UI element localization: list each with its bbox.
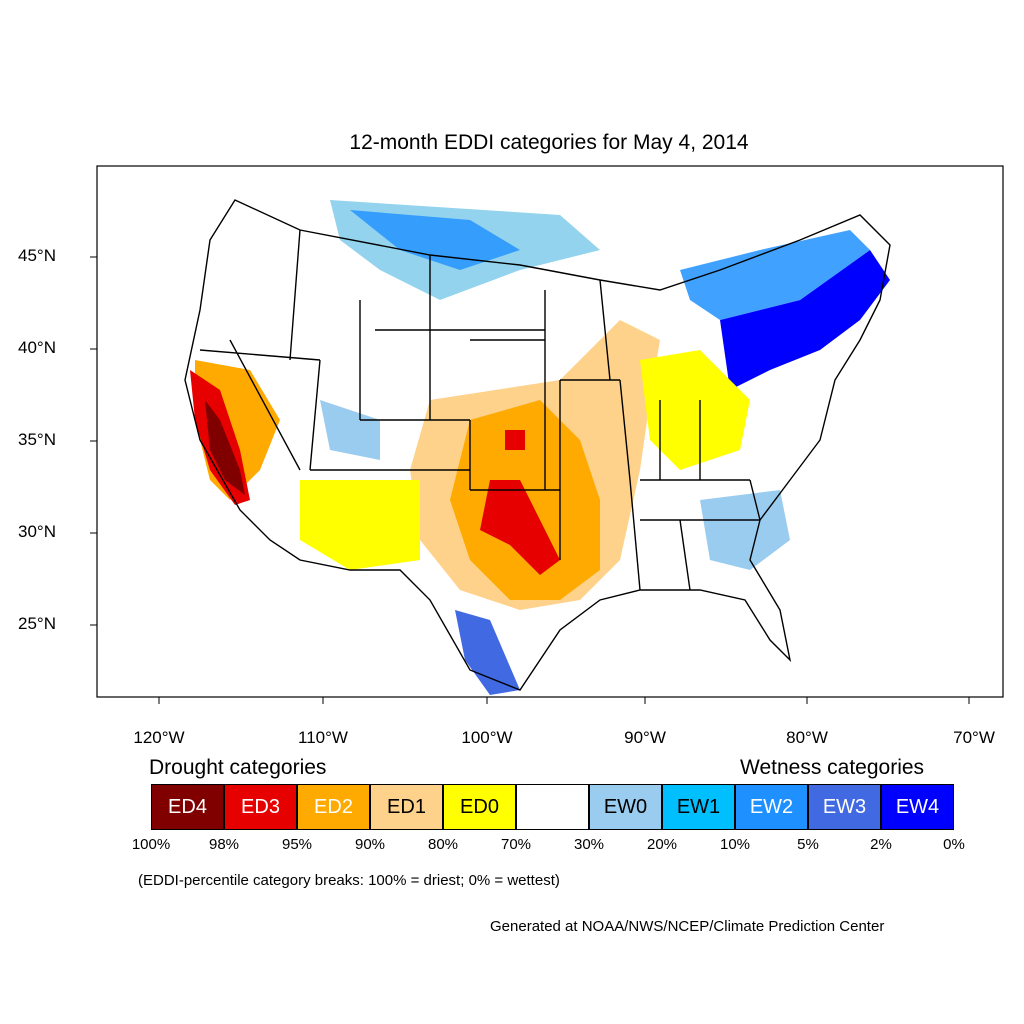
- legend-category-ew0: EW0: [589, 784, 662, 830]
- legend-percentile: 100%: [131, 836, 171, 853]
- credit-line: Generated at NOAA/NWS/NCEP/Climate Predi…: [490, 918, 885, 935]
- lon-label-70: 70°W: [953, 728, 995, 747]
- lat-label-40: 40°N: [18, 338, 56, 357]
- map-frame: [96, 165, 1004, 698]
- oklahoma-ed3: [480, 480, 560, 575]
- legend-percentile: 70%: [500, 836, 532, 853]
- northeast-ew4: [720, 250, 890, 390]
- colorado-ew0: [320, 400, 380, 460]
- lat-label-35: 35°N: [18, 430, 56, 449]
- lat-ticks: [90, 256, 97, 626]
- kansas-ed3: [505, 430, 525, 450]
- legend-percentile: 20%: [646, 836, 678, 853]
- state-borders: [184, 199, 891, 691]
- legend-category-neutral: [516, 784, 589, 830]
- canada-ew2: [350, 210, 520, 270]
- legend-category-ew4: EW4: [881, 784, 954, 830]
- legend-note: (EDDI-percentile category breaks: 100% =…: [138, 872, 560, 889]
- legend-percentile: 10%: [719, 836, 751, 853]
- lat-label-30: 30°N: [18, 522, 56, 541]
- lon-label-100: 100°W: [461, 728, 513, 747]
- lon-label-120: 120°W: [133, 728, 185, 747]
- legend-category-ed0: ED0: [443, 784, 516, 830]
- lon-label-80: 80°W: [786, 728, 828, 747]
- california-ed4: [205, 400, 245, 495]
- legend-category-ew2: EW2: [735, 784, 808, 830]
- legend-percentile: 90%: [354, 836, 386, 853]
- lon-label-110: 110°W: [298, 728, 348, 747]
- legend-percentile: 98%: [208, 836, 240, 853]
- legend-category-ew3: EW3: [808, 784, 881, 830]
- legend-category-ed2: ED2: [297, 784, 370, 830]
- drought-heading: Drought categories: [149, 756, 327, 779]
- southeast-ew0: [700, 490, 790, 570]
- legend-percentile: 80%: [427, 836, 459, 853]
- lon-ticks: [158, 697, 970, 704]
- lat-label-25: 25°N: [18, 614, 56, 633]
- northeast-ew2: [680, 230, 870, 320]
- legend-percentile: 5%: [797, 836, 819, 853]
- legend-category-ew1: EW1: [662, 784, 735, 830]
- legend-percentile: 95%: [281, 836, 313, 853]
- wetness-heading: Wetness categories: [740, 756, 925, 779]
- midwest-ed0: [640, 350, 750, 470]
- legend-percentile: 2%: [870, 836, 892, 853]
- legend-category-ed3: ED3: [224, 784, 297, 830]
- texas-ew3: [455, 610, 520, 695]
- legend-percentile: 0%: [943, 836, 965, 853]
- lon-label-90: 90°W: [624, 728, 666, 747]
- legend-category-ed1: ED1: [370, 784, 443, 830]
- map-title: 12-month EDDI categories for May 4, 2014: [349, 131, 749, 154]
- southwest-ed0: [300, 480, 420, 570]
- lat-label-45: 45°N: [18, 246, 56, 265]
- legend-percentile: 30%: [573, 836, 605, 853]
- legend-category-ed4: ED4: [151, 784, 224, 830]
